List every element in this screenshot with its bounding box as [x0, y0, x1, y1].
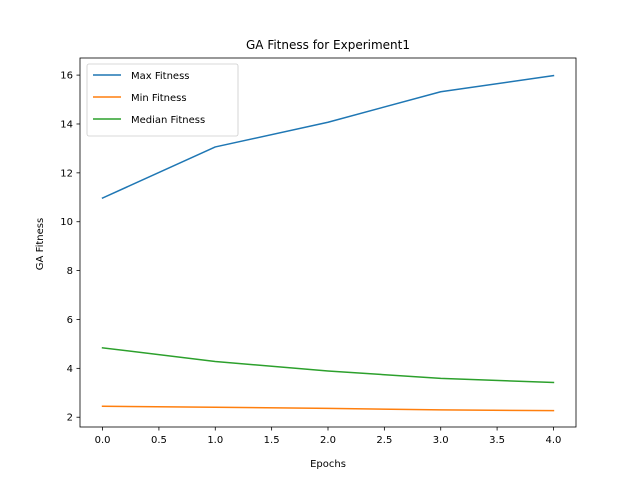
y-tick-label: 14 [60, 119, 73, 130]
legend-label: Min Fitness [131, 93, 187, 104]
y-tick-label: 4 [67, 364, 73, 375]
x-tick-label: 2.0 [320, 435, 336, 446]
x-tick-label: 3.5 [489, 435, 505, 446]
x-axis: 0.0 0.5 1.0 1.5 2.0 2.5 3.0 3.5 4.0 [95, 427, 562, 446]
series-layer [101, 74, 555, 412]
y-tick-label: 12 [60, 168, 73, 179]
series-line-1 [101, 405, 555, 412]
x-tick-label: 3.0 [433, 435, 449, 446]
y-tick-label: 10 [60, 217, 73, 228]
x-tick-label: 4.0 [546, 435, 562, 446]
legend-label: Median Fitness [131, 115, 205, 126]
y-tick-label: 2 [67, 413, 73, 424]
series-line-0 [101, 74, 555, 200]
y-axis-label: GA Fitness [35, 218, 46, 270]
series-line-2 [101, 346, 555, 384]
x-tick-label: 0.5 [151, 435, 167, 446]
legend-label: Max Fitness [131, 71, 190, 82]
x-tick-label: 2.5 [376, 435, 392, 446]
x-tick-label: 0.0 [95, 435, 111, 446]
y-axis: 2 4 6 8 10 12 14 16 [60, 71, 80, 424]
chart-title: GA Fitness for Experiment1 [246, 38, 410, 52]
y-tick-label: 6 [67, 315, 73, 326]
legend-box [86, 63, 239, 137]
x-tick-label: 1.5 [264, 435, 280, 446]
x-tick-label: 1.0 [207, 435, 223, 446]
legend: Max Fitness Min Fitness Median Fitness [86, 63, 239, 137]
y-tick-label: 16 [60, 71, 73, 82]
y-tick-label: 8 [67, 266, 73, 277]
x-axis-label: Epochs [310, 459, 346, 470]
